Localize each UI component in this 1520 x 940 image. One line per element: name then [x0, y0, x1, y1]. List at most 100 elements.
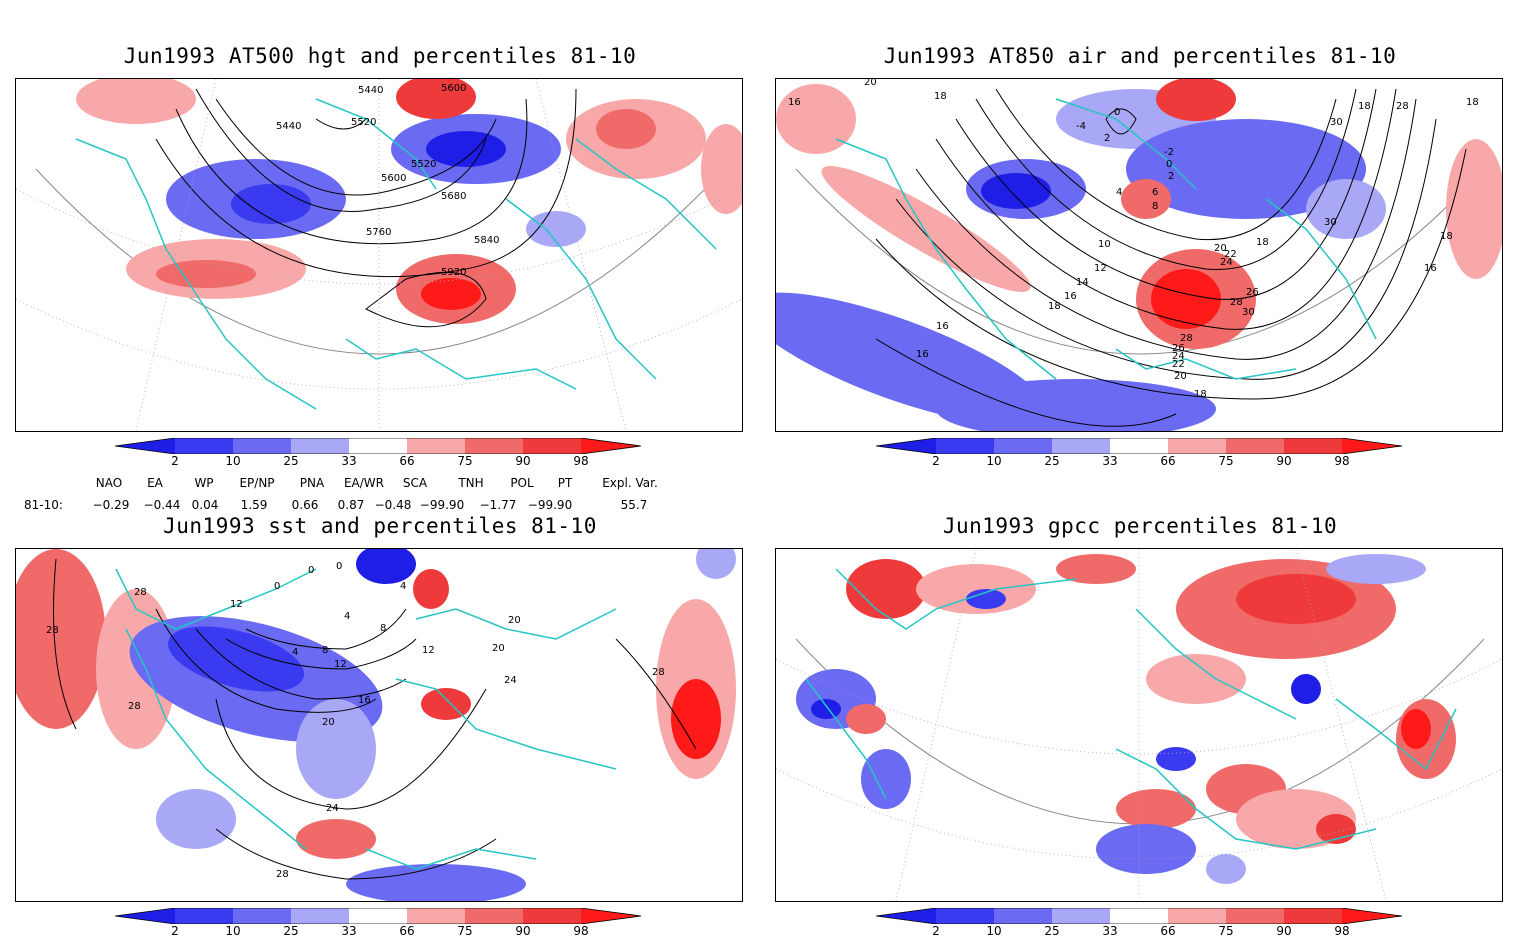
- contour-label: 5840: [474, 235, 499, 246]
- contour-label: 14: [1076, 277, 1089, 288]
- contour-label: 12: [422, 645, 435, 656]
- colorbar-label: 75: [1218, 454, 1234, 468]
- anom-red: [421, 688, 471, 720]
- contour-label: -4: [1076, 121, 1086, 132]
- panel-title-gpcc: Jun1993 gpcc percentiles 81-10: [942, 514, 1338, 538]
- colorbar-label: 90: [1276, 924, 1292, 938]
- anom-blue: [936, 379, 1216, 431]
- map-gpcc: [775, 548, 1503, 902]
- contour-label: 5440: [358, 85, 383, 96]
- contour-label: 18: [1256, 237, 1269, 248]
- colorbar-label: 66: [399, 454, 415, 468]
- colorbar-label: 66: [1160, 924, 1176, 938]
- contour-label: 20: [492, 643, 505, 654]
- colorbar-label: 66: [1160, 454, 1176, 468]
- anom-red: [396, 79, 476, 119]
- index-values: 81-10: −0.29 −0.44 0.04 1.59 0.66 0.87 −…: [0, 498, 700, 514]
- contour-label: 5440: [276, 121, 301, 132]
- index-value: 0.66: [291, 498, 319, 512]
- contour-label: 16: [788, 97, 801, 108]
- contour-label: 24: [1172, 351, 1185, 362]
- index-value: −99.90: [419, 498, 465, 512]
- contour-label: 20: [1214, 243, 1227, 254]
- index-value: −0.48: [374, 498, 412, 512]
- map-air850: 20 16 18 -4 0 2 -2 0 2 4 6 8 10 12 14 16…: [775, 78, 1503, 432]
- contour-label: 22: [1172, 359, 1185, 370]
- contour-label: 24: [504, 675, 517, 686]
- colorbar-label: 33: [1102, 454, 1118, 468]
- contour-label: 20: [508, 615, 521, 626]
- map-gpcc-svg: [776, 549, 1502, 901]
- colorbar-label: 75: [1218, 924, 1234, 938]
- colorbar-label: 90: [515, 454, 531, 468]
- contour-label: 28: [128, 701, 141, 712]
- contour-label: 8: [380, 623, 386, 634]
- contour-label: 18: [1358, 101, 1371, 112]
- anom-blue: [296, 699, 376, 799]
- anom-red: [296, 819, 376, 859]
- colorbar-label: 10: [986, 454, 1002, 468]
- anom-red: [76, 79, 196, 124]
- map-sst: 28 28 28 12 0 0 0 4 8 4 4 8 12 16 20 24 …: [15, 548, 743, 902]
- colorbar-label: 25: [1044, 454, 1060, 468]
- contour-label: 5520: [351, 117, 376, 128]
- anom-blue: [526, 211, 586, 247]
- index-header: EA/WR: [343, 476, 385, 490]
- contour-label: 16: [358, 695, 371, 706]
- anom-red-core: [421, 278, 481, 310]
- contour-label: 28: [1180, 333, 1193, 344]
- contour-label: 5600: [441, 83, 466, 94]
- index-header: SCA: [402, 476, 428, 490]
- colorbar-2-svg: [875, 437, 1403, 455]
- contour-label: 2: [1168, 171, 1174, 182]
- map-sst-svg: 28 28 28 12 0 0 0 4 8 4 4 8 12 16 20 24 …: [16, 549, 736, 901]
- index-value: −0.29: [92, 498, 130, 512]
- index-header: WP: [194, 476, 214, 490]
- contour-label: 30: [1324, 217, 1337, 228]
- anom-blue: [1306, 179, 1386, 239]
- anom-red-core: [156, 260, 256, 288]
- contour-label: 28: [1230, 297, 1243, 308]
- contour-label: 0: [1166, 159, 1172, 170]
- contour-label: 20: [322, 717, 335, 728]
- contour-label: 8: [322, 645, 328, 656]
- anom-blue: [356, 549, 416, 584]
- contour-label: 24: [326, 803, 339, 814]
- contour-label: 22: [1224, 249, 1237, 260]
- map-air850-svg: 20 16 18 -4 0 2 -2 0 2 4 6 8 10 12 14 16…: [776, 79, 1502, 431]
- contour-label: 0: [1114, 107, 1120, 118]
- contour-label: 28: [276, 869, 289, 880]
- colorbar-label: 90: [1276, 454, 1292, 468]
- contour-label: 18: [934, 91, 947, 102]
- contour-label: 28: [1396, 101, 1409, 112]
- colorbar-label: 25: [283, 454, 299, 468]
- anom-red: [1121, 179, 1171, 219]
- colorbar-1: 2 10 25 33 66 75 90 98: [114, 437, 645, 468]
- contour-label: 12: [230, 599, 243, 610]
- colorbar-4-svg: [875, 907, 1403, 925]
- colorbar-label: 98: [1334, 924, 1350, 938]
- contour-label: 28: [134, 587, 147, 598]
- index-value: 0.87: [337, 498, 365, 512]
- colorbar-3-svg: [114, 907, 642, 925]
- index-value: −99.90: [527, 498, 573, 512]
- anom-red-core: [596, 109, 656, 149]
- colorbar-label: 25: [1044, 924, 1060, 938]
- colorbar-label: 98: [573, 924, 589, 938]
- anom-blue: [346, 864, 526, 901]
- colorbar-label: 98: [1334, 454, 1350, 468]
- contour-label: 5680: [441, 191, 466, 202]
- anom-blue: [1126, 119, 1366, 219]
- contour-label: 0: [336, 561, 342, 572]
- contour-label: 20: [864, 79, 877, 88]
- colorbar-label: 75: [457, 924, 473, 938]
- index-header: PT: [557, 476, 573, 490]
- index-value: −1.77: [479, 498, 517, 512]
- contour-label: 18: [1440, 231, 1453, 242]
- contour-label: 16: [1424, 263, 1437, 274]
- colorbar-label: 33: [1102, 924, 1118, 938]
- panel-title-air850: Jun1993 AT850 air and percentiles 81-10: [883, 44, 1397, 68]
- colorbar-label: 98: [573, 454, 589, 468]
- contour-label: 16: [1064, 291, 1077, 302]
- contour-label: 12: [1094, 263, 1107, 274]
